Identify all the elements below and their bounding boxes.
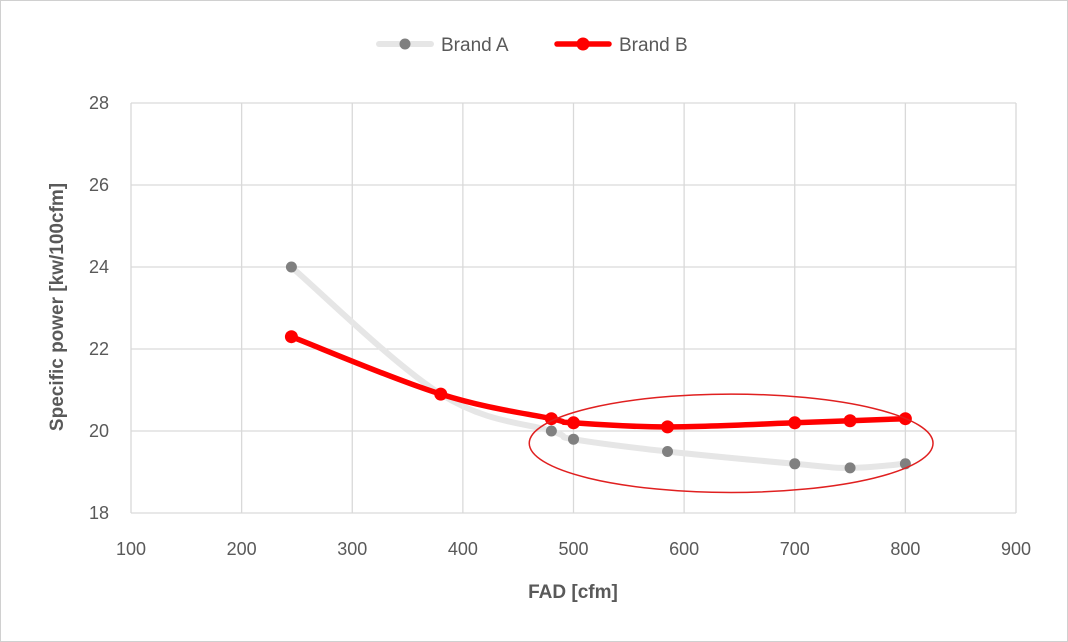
y-tick-label: 18 xyxy=(89,503,109,523)
x-tick-label: 800 xyxy=(890,539,920,559)
legend: Brand A Brand B xyxy=(376,35,688,56)
x-axis-tick-labels: 100 200 300 400 500 600 700 800 900 xyxy=(116,539,1031,559)
data-point-brand-a xyxy=(789,458,801,470)
x-tick-label: 100 xyxy=(116,539,146,559)
y-tick-label: 20 xyxy=(89,421,109,441)
legend-label-brand-a: Brand A xyxy=(441,35,509,56)
data-point-brand-a xyxy=(568,433,579,445)
legend-item-brand-a: Brand A xyxy=(376,35,509,56)
data-point-brand-a xyxy=(844,462,856,474)
y-tick-label: 26 xyxy=(89,175,109,195)
x-tick-label: 900 xyxy=(1001,539,1031,559)
y-tick-label: 22 xyxy=(89,339,109,359)
data-point-brand-b xyxy=(567,416,580,430)
series-layer xyxy=(284,261,912,474)
data-point-brand-b xyxy=(843,414,857,428)
series-brand-b xyxy=(284,330,912,434)
x-tick-label: 500 xyxy=(558,539,588,559)
y-axis-title: Specific power [kw/100cfm] xyxy=(47,183,68,431)
data-point-brand-a xyxy=(285,261,297,273)
legend-marker-brand-a xyxy=(399,38,411,50)
annotation-layer xyxy=(528,393,934,494)
x-tick-label: 400 xyxy=(448,539,478,559)
x-tick-label: 300 xyxy=(337,539,367,559)
grid xyxy=(130,102,1017,514)
series-brand-a xyxy=(285,261,911,474)
data-point-brand-b xyxy=(788,416,802,430)
data-point-brand-b xyxy=(284,330,298,344)
legend-item-brand-b: Brand B xyxy=(554,35,688,56)
data-point-brand-a xyxy=(662,446,674,457)
series-line-brand-a xyxy=(288,264,909,471)
y-tick-label: 24 xyxy=(89,257,109,277)
x-tick-label: 200 xyxy=(227,539,257,559)
annotation-ellipse xyxy=(528,393,934,494)
x-tick-label: 600 xyxy=(669,539,699,559)
x-axis-title: FAD [cfm] xyxy=(528,582,618,603)
y-axis-tick-labels: 18 20 22 24 26 28 xyxy=(89,93,109,523)
data-point-brand-b xyxy=(434,387,448,401)
data-point-brand-a xyxy=(545,425,557,437)
y-tick-label: 28 xyxy=(89,93,109,113)
data-point-brand-b xyxy=(661,420,675,434)
legend-marker-brand-b xyxy=(576,37,590,51)
legend-label-brand-b: Brand B xyxy=(619,35,688,56)
x-tick-label: 700 xyxy=(780,539,810,559)
